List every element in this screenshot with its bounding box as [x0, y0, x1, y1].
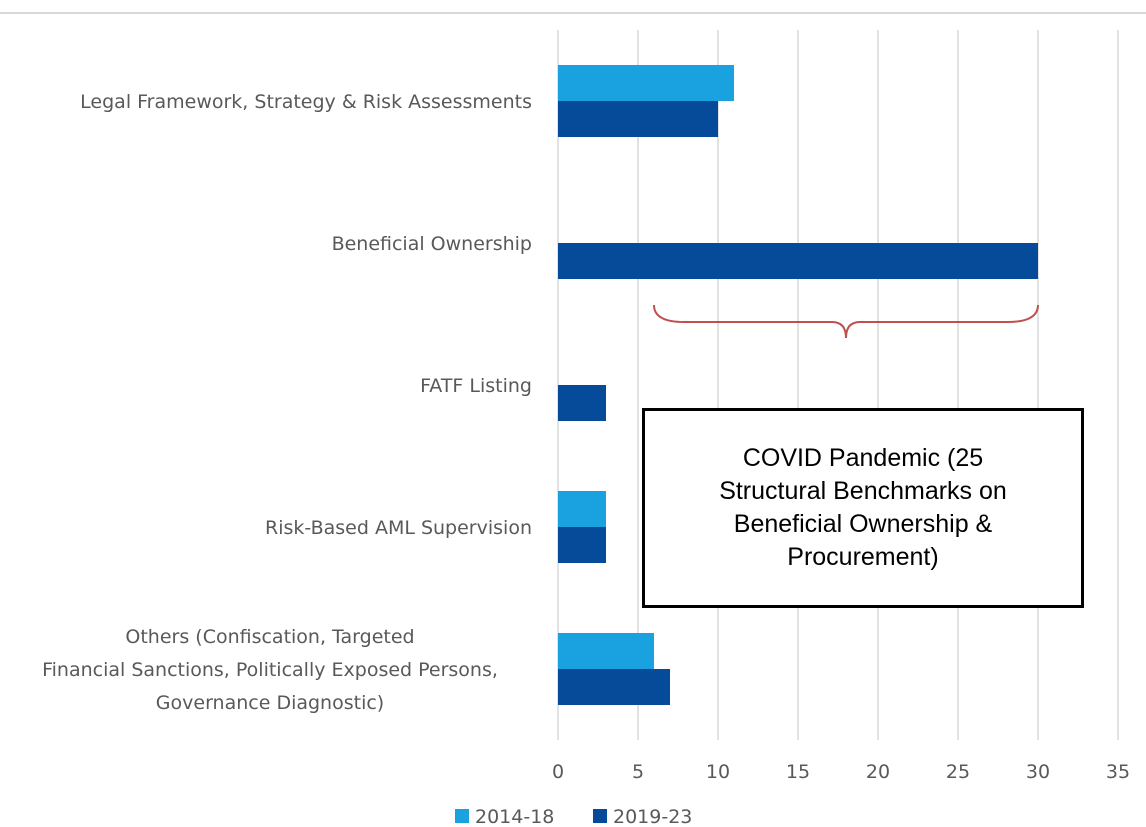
category-label-4-line-2: Governance Diagnostic) — [156, 692, 384, 714]
category-label-4-line-1: Financial Sanctions, Politically Exposed… — [42, 659, 498, 681]
bar-2014-18-0 — [558, 65, 734, 101]
x-tick-label-7: 35 — [1106, 761, 1130, 783]
legend: 2014-18 2019-23 — [455, 806, 692, 827]
x-tick-label-6: 30 — [1026, 761, 1050, 783]
category-labels: Legal Framework, Strategy & Risk Assessm… — [42, 91, 532, 714]
category-label-1-line-0: Beneficial Ownership — [332, 233, 532, 255]
category-label-4: Others (Confiscation, Targeted Financial … — [42, 626, 498, 714]
category-label-2-line-0: FATF Listing — [420, 375, 532, 397]
bar-2019-23-3 — [558, 527, 606, 563]
x-tick-label-2: 10 — [706, 761, 730, 783]
bars — [558, 65, 1038, 705]
x-tick-label-5: 25 — [946, 761, 970, 783]
annotation-text: COVID Pandemic (25 Structural Benchmarks… — [719, 444, 1007, 571]
bar-2019-23-2 — [558, 385, 606, 421]
bar-2019-23-0 — [558, 101, 718, 137]
annotation-brace — [653, 304, 1039, 339]
category-label-3: Risk-Based AML Supervision — [265, 517, 532, 539]
bar-2019-23-4 — [558, 669, 670, 705]
x-tick-label-3: 15 — [786, 761, 810, 783]
annotation-box: COVID Pandemic (25 Structural Benchmarks… — [642, 408, 1084, 608]
legend-swatch-2014-18 — [455, 809, 469, 823]
category-label-2: FATF Listing — [420, 375, 532, 397]
x-tick-labels: 0 5 10 15 20 25 30 35 — [552, 761, 1130, 783]
category-label-4-line-0: Others (Confiscation, Targeted — [125, 626, 414, 648]
x-tick-label-0: 0 — [552, 761, 564, 783]
bar-2014-18-3 — [558, 491, 606, 527]
x-tick-label-4: 20 — [866, 761, 890, 783]
category-label-0-line-0: Legal Framework, Strategy & Risk Assessm… — [80, 91, 532, 113]
category-label-3-line-0: Risk-Based AML Supervision — [265, 517, 532, 539]
category-label-1: Beneficial Ownership — [332, 233, 532, 255]
legend-label-2014-18: 2014-18 — [475, 806, 554, 827]
legend-swatch-2019-23 — [593, 809, 607, 823]
x-tick-label-1: 5 — [632, 761, 644, 783]
category-label-0: Legal Framework, Strategy & Risk Assessm… — [80, 91, 532, 113]
legend-label-2019-23: 2019-23 — [613, 806, 692, 827]
bar-2019-23-1 — [558, 243, 1038, 279]
gridlines — [557, 30, 1119, 740]
bar-2014-18-4 — [558, 633, 654, 669]
